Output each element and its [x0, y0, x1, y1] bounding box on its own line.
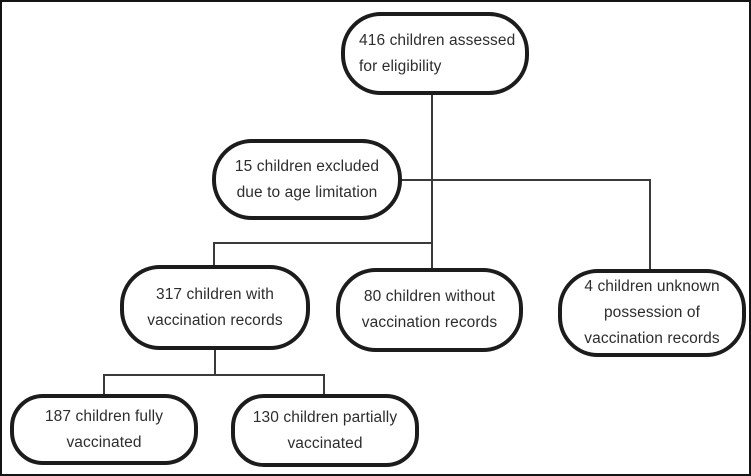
connector-excluded-horizontal — [401, 179, 650, 181]
node-text: vaccinated — [66, 433, 142, 451]
node-text: 130 children partially — [252, 408, 398, 426]
node-317-with-records: 317 children with vaccination records — [120, 265, 310, 350]
node-416-assessed: 416 children assessed for eligibility — [341, 12, 529, 95]
node-text: 317 children with — [155, 285, 275, 303]
node-text: vaccination records — [584, 330, 720, 347]
connector-trunk-vertical — [431, 93, 433, 269]
node-text: vaccination records — [147, 311, 283, 329]
connector-unknown-drop — [649, 179, 651, 271]
connector-partially-drop — [323, 374, 325, 396]
connector-middle-branch — [213, 242, 432, 244]
node-text: due to age limitation — [236, 183, 378, 201]
node-text: vaccination records — [361, 314, 498, 331]
node-text: 4 children unknown — [584, 278, 720, 295]
node-text: 187 children fully — [44, 407, 164, 425]
node-text: for eligibility — [359, 57, 442, 75]
node-130-partially-vaccinated: 130 children partially vaccinated — [231, 394, 419, 467]
node-text: 416 children assessed — [359, 31, 516, 49]
connector-fully-drop — [103, 374, 105, 396]
node-15-excluded: 15 children excluded due to age limitati… — [212, 139, 402, 220]
node-80-without-records: 80 children without vaccination records — [336, 268, 523, 352]
node-text: 15 children excluded — [234, 157, 380, 175]
node-187-fully-vaccinated: 187 children fully vaccinated — [10, 394, 198, 465]
node-text: vaccinated — [287, 434, 363, 452]
connector-bottom-branch — [103, 374, 325, 376]
connector-with-records-drop — [213, 242, 215, 267]
node-text: 80 children without — [363, 288, 496, 305]
node-text: possession of — [603, 304, 701, 321]
node-4-unknown-records: 4 children unknown possession of vaccina… — [558, 269, 746, 357]
connector-with-records-stem — [214, 348, 216, 375]
